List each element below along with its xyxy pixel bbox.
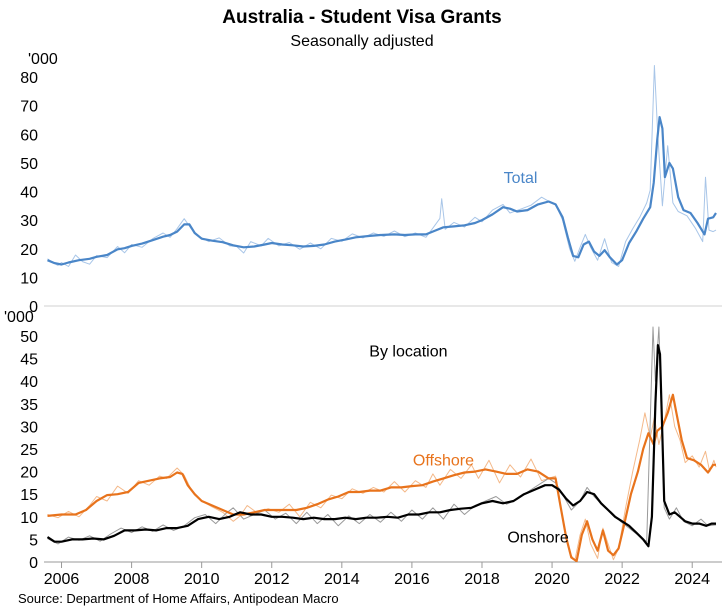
y-tick-label: 15 [20,487,38,504]
y-tick-label: 20 [20,465,38,482]
y-tick-label: 60 [20,127,38,144]
x-tick-label: 2012 [254,571,290,588]
x-tick-label: 2006 [44,571,80,588]
onshore_raw-line [47,326,717,545]
onshore-line [46,344,716,548]
x-tick-label: 2008 [114,571,150,588]
y-tick-label: 25 [20,442,38,459]
source-note: Source: Department of Home Affairs, Anti… [18,591,339,606]
total_raw-line [47,65,717,267]
x-tick-label: 2014 [324,571,360,588]
y-tick-label: 0 [29,555,38,572]
bottom-series [46,326,717,562]
y-tick-label: 45 [20,352,38,369]
y-tick-label: 80 [20,70,38,87]
top-series [47,65,717,267]
y-tick-label: 30 [20,213,38,230]
location-panel: '000 0 5 10 15 20 25 30 35 40 45 50 By location Off… [4,309,722,572]
y-tick-label: 10 [20,510,38,527]
y-tick-label: 30 [20,419,38,436]
y-tick-label: 10 [20,270,38,287]
annotation-offshore: Offshore [413,453,474,470]
x-axis: 2006 2008 2010 2012 2014 2016 2018 2020 2022 2024 [44,562,710,588]
x-tick-label: 2010 [184,571,220,588]
bottom-unit-label: '000 [4,309,34,326]
y-tick-label: 5 [29,532,38,549]
offshore-line [47,393,716,562]
y-tick-label: 0 [29,299,38,316]
bottom-y-axis: 0 5 10 15 20 25 30 35 40 45 50 [20,329,38,572]
y-tick-label: 20 [20,242,38,259]
top-y-axis: 0 10 20 30 40 50 60 70 80 [20,70,38,316]
y-tick-label: 40 [20,374,38,391]
y-tick-label: 35 [20,397,38,414]
total-panel: '000 0 10 20 30 40 50 60 70 80 Total [20,51,722,316]
y-tick-label: 70 [20,99,38,116]
y-tick-label: 40 [20,185,38,202]
top-unit-label: '000 [28,51,58,68]
y-tick-label: 50 [20,156,38,173]
x-tick-label: 2016 [394,571,430,588]
offshore_raw-line [47,394,717,562]
total-line [47,116,717,266]
x-tick-label: 2024 [674,571,710,588]
annotation-total: Total [504,170,538,187]
top-annotations: Total [504,170,538,187]
annotation-by-location: By location [369,343,447,360]
y-tick-label: 50 [20,329,38,346]
chart-subtitle: Seasonally adjusted [290,33,433,50]
annotation-onshore: Onshore [507,530,568,547]
x-tick-label: 2018 [464,571,500,588]
x-tick-label: 2020 [534,571,570,588]
chart-title: Australia - Student Visa Grants [222,7,501,28]
bottom-annotations: By location Offshore Onshore [369,343,569,546]
x-tick-label: 2022 [604,571,640,588]
